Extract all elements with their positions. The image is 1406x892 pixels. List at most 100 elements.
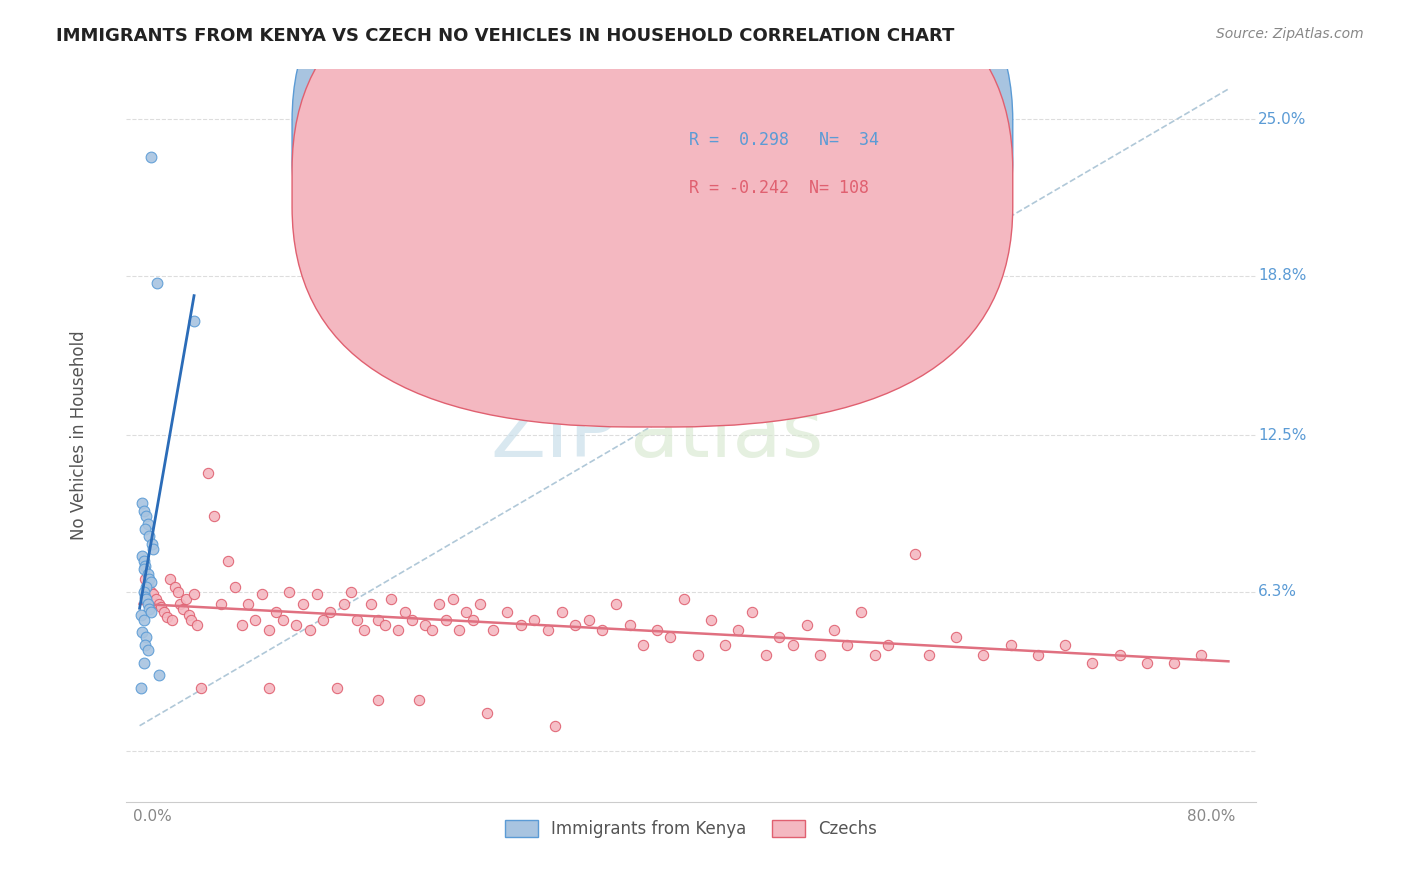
Point [427,598,450,612]
Point [420,623,443,637]
Point [131,549,153,564]
Point [139,574,162,589]
Point [183,314,205,328]
Point [163,580,186,594]
Point [180,613,202,627]
Text: 6.3%: 6.3% [1258,584,1298,599]
Point [132,504,155,518]
Point [537,623,560,637]
Point [550,605,572,619]
Point [150,599,173,614]
FancyBboxPatch shape [292,0,1012,378]
Point [796,617,818,632]
Point [132,613,155,627]
Point [394,605,416,619]
Point [135,630,157,644]
Point [686,648,709,662]
Point [131,625,153,640]
Point [727,623,749,637]
Point [823,623,845,637]
Point [1136,656,1159,670]
Point [209,598,232,612]
Point [700,613,723,627]
Text: atlas: atlas [628,396,823,474]
Point [837,638,859,652]
Point [877,638,900,652]
Point [945,630,967,644]
Point [1081,656,1104,670]
Point [197,466,219,480]
Point [1108,648,1130,662]
Point [224,580,246,594]
Point [782,638,804,652]
Point [136,567,159,582]
Point [141,537,163,551]
Point [134,559,156,574]
Point [849,605,872,619]
Point [326,681,349,695]
Point [291,598,314,612]
Point [245,613,267,627]
Point [134,522,156,536]
Text: 25.0%: 25.0% [1258,112,1306,127]
Point [131,496,153,510]
Point [408,693,430,707]
Point [278,584,301,599]
Point [482,623,505,637]
Point [631,638,654,652]
Point [380,592,402,607]
Point [1026,648,1049,662]
Point [129,681,152,695]
Text: R =  0.298   N=  34: R = 0.298 N= 34 [689,130,879,149]
FancyBboxPatch shape [612,102,922,222]
Point [305,587,328,601]
Point [134,572,156,586]
Point [863,648,886,662]
Point [904,547,927,561]
Point [475,706,498,720]
Point [139,150,162,164]
Point [136,516,159,531]
Point [132,656,155,670]
Point [257,623,280,637]
Text: No Vehicles in Household: No Vehicles in Household [69,330,87,540]
Point [162,613,184,627]
Point [374,617,396,632]
Point [238,598,260,612]
Point [387,623,409,637]
Text: Source: ZipAtlas.com: Source: ZipAtlas.com [1216,27,1364,41]
Point [132,554,155,568]
Point [136,643,159,657]
Text: 12.5%: 12.5% [1258,427,1306,442]
FancyBboxPatch shape [292,0,1012,427]
Point [1000,638,1022,652]
Point [659,630,682,644]
Point [285,617,308,632]
Point [183,587,205,601]
Point [918,648,941,662]
Point [148,598,170,612]
Point [768,630,790,644]
Point [264,605,287,619]
Point [138,602,160,616]
Point [441,592,464,607]
Point [134,638,156,652]
Point [367,613,389,627]
Text: 0.0%: 0.0% [132,809,172,824]
Text: IMMIGRANTS FROM KENYA VS CZECH NO VEHICLES IN HOUSEHOLD CORRELATION CHART: IMMIGRANTS FROM KENYA VS CZECH NO VEHICL… [56,27,955,45]
Point [138,572,160,586]
Point [142,541,165,556]
Point [159,572,181,586]
Point [544,719,567,733]
Text: 80.0%: 80.0% [1187,809,1236,824]
Point [135,580,157,594]
Point [319,605,342,619]
Point [312,613,335,627]
Legend: Immigrants from Kenya, Czechs: Immigrants from Kenya, Czechs [498,813,884,845]
Point [605,598,627,612]
Point [139,605,162,619]
Text: ZIP: ZIP [491,396,617,474]
Point [449,623,471,637]
Point [1189,648,1212,662]
Point [156,610,179,624]
